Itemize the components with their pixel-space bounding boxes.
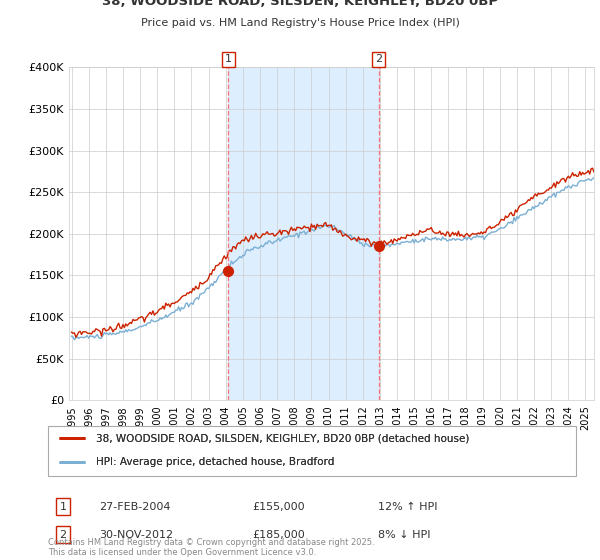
Text: 38, WOODSIDE ROAD, SILSDEN, KEIGHLEY, BD20 0BP (detached house): 38, WOODSIDE ROAD, SILSDEN, KEIGHLEY, BD… [95,433,469,443]
Text: 2: 2 [375,54,382,64]
Text: 12% ↑ HPI: 12% ↑ HPI [378,502,437,512]
Text: 1: 1 [59,502,67,512]
Text: 2: 2 [59,530,67,540]
Text: HPI: Average price, detached house, Bradford: HPI: Average price, detached house, Brad… [95,457,334,467]
Text: 38, WOODSIDE ROAD, SILSDEN, KEIGHLEY, BD20 0BP (detached house): 38, WOODSIDE ROAD, SILSDEN, KEIGHLEY, BD… [95,433,469,443]
Text: 8% ↓ HPI: 8% ↓ HPI [378,530,431,540]
Text: 27-FEB-2004: 27-FEB-2004 [99,502,170,512]
Text: Price paid vs. HM Land Registry's House Price Index (HPI): Price paid vs. HM Land Registry's House … [140,18,460,28]
Text: HPI: Average price, detached house, Bradford: HPI: Average price, detached house, Brad… [95,457,334,467]
Text: 1: 1 [225,54,232,64]
Text: £155,000: £155,000 [252,502,305,512]
FancyBboxPatch shape [48,426,576,476]
Text: 30-NOV-2012: 30-NOV-2012 [99,530,173,540]
Bar [229,67,379,400]
Text: Contains HM Land Registry data © Crown copyright and database right 2025.
This d: Contains HM Land Registry data © Crown c… [48,538,374,557]
Text: £185,000: £185,000 [252,530,305,540]
Text: 38, WOODSIDE ROAD, SILSDEN, KEIGHLEY, BD20 0BP: 38, WOODSIDE ROAD, SILSDEN, KEIGHLEY, BD… [102,0,498,8]
